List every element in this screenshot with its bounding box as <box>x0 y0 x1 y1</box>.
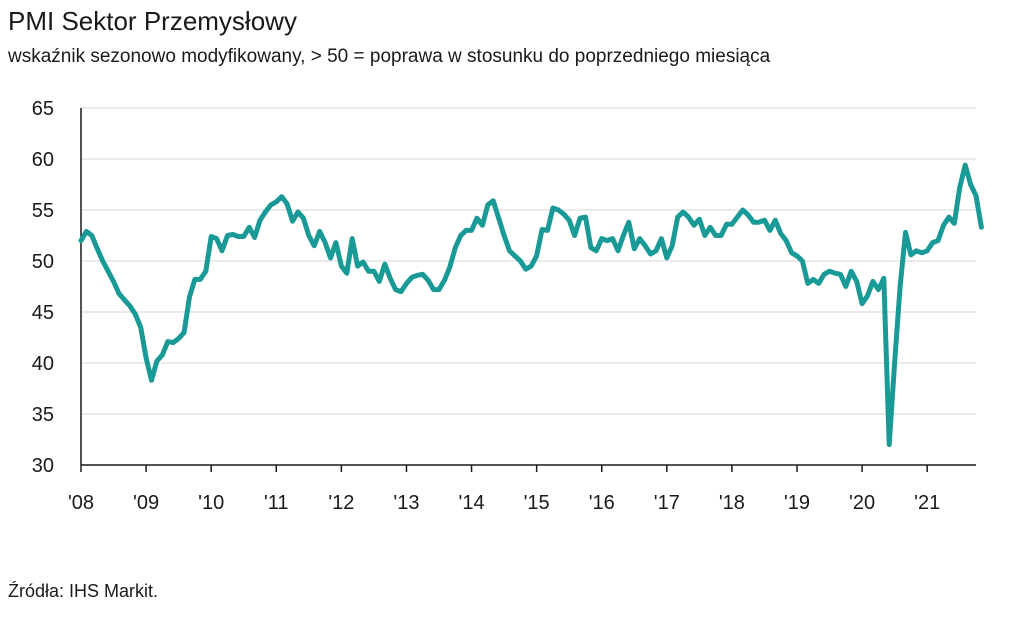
series-line <box>78 162 984 448</box>
x-tick-label: '14 <box>459 492 485 514</box>
axes <box>80 108 976 466</box>
y-tick-label: 35 <box>32 404 54 426</box>
y-tick-label: 50 <box>32 251 54 273</box>
y-tick-label: 55 <box>32 200 54 222</box>
y-tick-label: 65 <box>32 98 54 120</box>
x-tick-label: '16 <box>589 492 615 514</box>
source-note: Źródła: IHS Markit. <box>8 581 159 601</box>
x-tick-label: '09 <box>133 492 159 514</box>
chart-title: PMI Sektor Przemysłowy <box>8 6 297 36</box>
gridlines <box>81 107 976 415</box>
x-tick-label: '17 <box>654 492 680 514</box>
y-tick-label: 60 <box>32 149 54 171</box>
x-tick-label: '08 <box>68 492 94 514</box>
x-tick-label: '11 <box>264 492 289 514</box>
x-tick-label: '15 <box>524 492 550 514</box>
x-axis-ticks: '08 '09 '10 '11 '12 '13 '14 '15 '16 '17 '18 '19 '20 '… <box>68 465 940 514</box>
x-tick-label: '20 <box>849 492 875 514</box>
chart-subtitle: wskaźnik sezonowo modyfikowany, > 50 = p… <box>8 46 771 67</box>
series-layer <box>78 162 984 448</box>
y-axis-ticks: 30 35 40 45 50 55 60 65 <box>32 98 54 477</box>
x-tick-label: '18 <box>719 492 745 514</box>
y-tick-label: 40 <box>32 353 54 375</box>
x-tick-label: '10 <box>198 492 224 514</box>
x-tick-label: '13 <box>393 492 419 514</box>
y-tick-label: 30 <box>32 455 54 477</box>
x-tick-label: '21 <box>914 492 940 514</box>
y-tick-label: 45 <box>32 302 54 324</box>
x-tick-label: '12 <box>328 492 354 514</box>
x-tick-label: '19 <box>784 492 810 514</box>
